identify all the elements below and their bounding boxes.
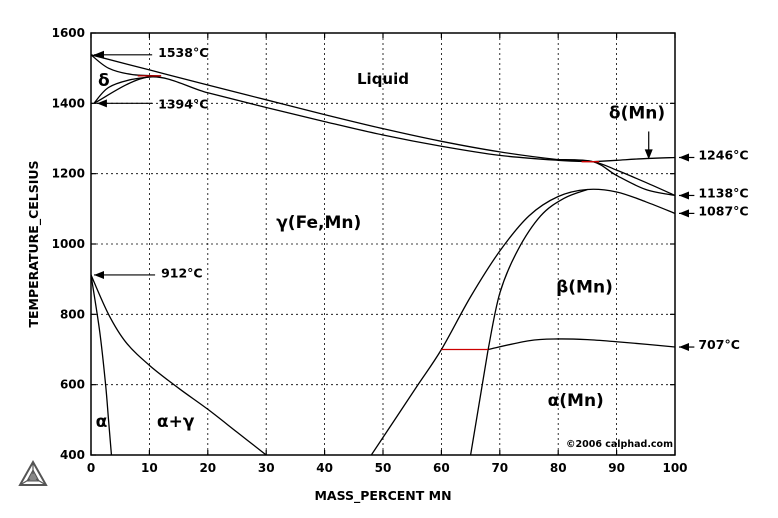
phase-label: Liquid: [357, 70, 409, 88]
y-tick-label: 800: [60, 307, 85, 321]
temperature-label: 707°C: [698, 337, 740, 352]
phase-label: β(Mn): [556, 278, 613, 298]
temperature-label: 1138°C: [698, 186, 748, 201]
x-tick-label: 80: [550, 461, 567, 475]
temperature-label: 1394°C: [158, 96, 208, 111]
phase-boundary-line: [469, 349, 489, 455]
temperature-annotations: 1538°C 1394°C 912°C 1246°C 1138°C 1087°C 707°C: [94, 45, 749, 352]
x-tick-label: 10: [141, 461, 158, 475]
temperature-label: 1087°C: [698, 204, 748, 219]
y-axis-title: TEMPERATURE_CELSIUS: [26, 160, 42, 327]
y-tick-label: 1400: [52, 96, 85, 110]
x-tick-label: 70: [491, 461, 508, 475]
x-tick-label: 50: [375, 461, 392, 475]
phase-label: α(Mn): [548, 391, 604, 411]
arrowhead-icon: [679, 343, 689, 352]
x-tick-label: 0: [87, 461, 95, 475]
phase-boundary-line: [593, 156, 675, 163]
phase-boundary-line: [91, 274, 267, 455]
temperature-label: 1538°C: [158, 45, 208, 60]
y-tick-label: 1200: [52, 167, 85, 181]
y-tick-label: 1000: [52, 237, 85, 251]
phase-boundary-line: [487, 188, 588, 350]
x-tick-label: 60: [433, 461, 450, 475]
phase-boundary-line: [91, 274, 113, 455]
phase-label: α+γ: [157, 412, 195, 432]
phase-label: α: [96, 412, 108, 432]
phase-label: γ(Fe,Mn): [276, 213, 361, 233]
grid: [91, 33, 675, 455]
arrowhead-icon: [644, 149, 653, 160]
phase-boundary-line: [93, 75, 162, 104]
x-tick-label: 20: [199, 461, 216, 475]
phase-boundary-line: [487, 338, 675, 351]
phase-boundary-line: [558, 158, 675, 197]
axis-ticks: 0 10 20 30 40 50 60 70 80 90 100 400 600 800 1000 1200 1…: [52, 26, 688, 475]
thermo-calc-logo-icon: [18, 459, 48, 486]
x-axis-title: MASS_PERCENT MN: [314, 488, 451, 504]
arrowhead-icon: [94, 50, 104, 59]
x-tick-label: 40: [316, 461, 333, 475]
copyright-text: ©2006 calphad.com: [566, 439, 673, 450]
phase-label: δ(Mn): [609, 103, 665, 123]
phase-boundaries: [91, 54, 675, 455]
phase-labels: Liquid δ δ(Mn) γ(Fe,Mn) β(Mn) α(Mn) α α+γ: [96, 70, 665, 432]
temperature-label: 912°C: [161, 265, 203, 280]
arrowhead-icon: [96, 99, 107, 108]
phase-label: δ: [98, 71, 110, 91]
phase-boundary-line: [370, 188, 675, 455]
x-tick-label: 100: [662, 461, 687, 475]
y-tick-label: 600: [60, 378, 85, 392]
phase-boundary-line: [91, 54, 675, 197]
arrowhead-icon: [94, 270, 104, 279]
y-tick-label: 1600: [52, 26, 85, 40]
arrowhead-icon: [679, 191, 689, 200]
temperature-label: 1246°C: [698, 148, 748, 163]
arrowhead-icon: [679, 153, 689, 162]
x-tick-label: 90: [608, 461, 625, 475]
y-tick-label: 400: [60, 448, 85, 462]
phase-boundary-line: [93, 76, 594, 163]
arrowhead-icon: [679, 209, 689, 218]
x-tick-label: 30: [258, 461, 275, 475]
